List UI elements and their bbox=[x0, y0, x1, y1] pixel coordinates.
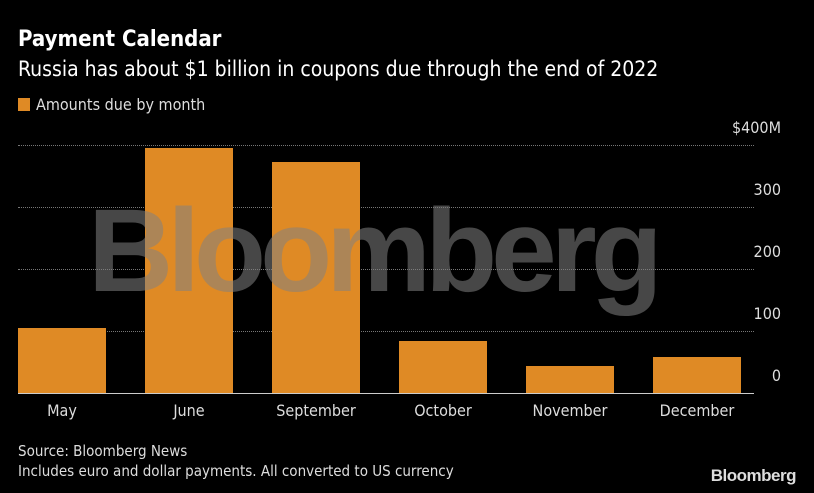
y-tick-0: 0 bbox=[771, 366, 781, 385]
bar-september bbox=[272, 161, 360, 393]
x-label-may: May bbox=[47, 401, 77, 420]
gridline-300 bbox=[18, 207, 754, 208]
legend-label: Amounts due by month bbox=[36, 95, 206, 114]
legend-swatch-icon bbox=[18, 98, 30, 111]
y-tick-200: 200 bbox=[753, 242, 781, 261]
gridline-200 bbox=[18, 269, 754, 270]
source-text: Source: Bloomberg News bbox=[18, 442, 188, 460]
footnote-text: Includes euro and dollar payments. All c… bbox=[18, 462, 454, 480]
bar-december bbox=[653, 357, 741, 393]
bar-november bbox=[526, 365, 614, 393]
gridline-400 bbox=[18, 145, 754, 146]
bloomberg-logo: Bloomberg bbox=[710, 466, 797, 485]
gridline-100 bbox=[18, 331, 754, 332]
bar-june bbox=[145, 148, 233, 393]
x-label-december: December bbox=[659, 401, 735, 420]
chart-subtitle: Russia has about $1 billion in coupons d… bbox=[18, 57, 659, 81]
y-tick-400: $400M bbox=[731, 118, 781, 137]
x-axis-baseline bbox=[18, 393, 754, 394]
x-label-september: September bbox=[276, 401, 356, 420]
source-note: Source: Bloomberg News Includes euro and… bbox=[18, 441, 454, 481]
chart-title: Payment Calendar bbox=[18, 27, 222, 52]
y-tick-300: 300 bbox=[753, 180, 781, 199]
legend: Amounts due by month bbox=[18, 95, 205, 114]
bar-october bbox=[399, 340, 487, 393]
x-label-november: November bbox=[532, 401, 608, 420]
y-tick-100: 100 bbox=[753, 304, 781, 323]
bar-may bbox=[18, 327, 106, 393]
x-label-june: June bbox=[173, 401, 205, 420]
x-label-october: October bbox=[414, 401, 472, 420]
